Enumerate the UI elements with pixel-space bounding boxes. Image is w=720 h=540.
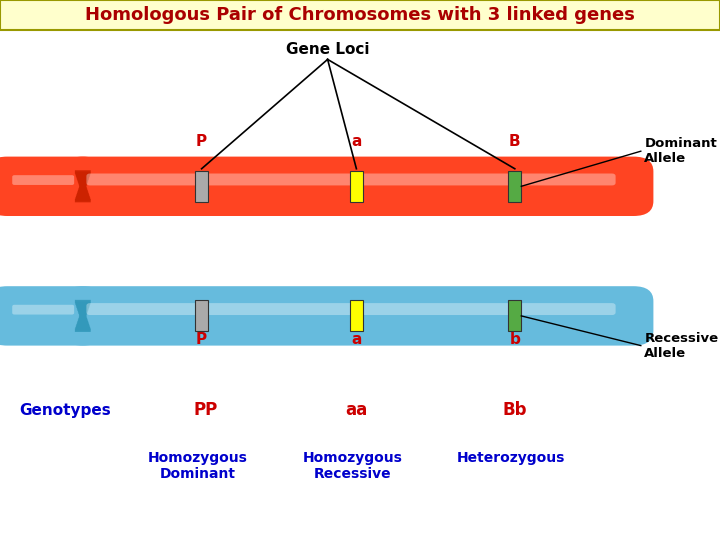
FancyBboxPatch shape (78, 318, 87, 321)
FancyBboxPatch shape (78, 181, 87, 184)
FancyBboxPatch shape (76, 175, 89, 178)
FancyBboxPatch shape (77, 191, 89, 195)
FancyBboxPatch shape (76, 173, 90, 177)
FancyBboxPatch shape (12, 305, 74, 314)
FancyBboxPatch shape (86, 173, 616, 185)
Text: Homozygous
Recessive: Homozygous Recessive (303, 451, 402, 481)
FancyBboxPatch shape (76, 194, 89, 198)
FancyBboxPatch shape (76, 303, 90, 306)
FancyBboxPatch shape (12, 175, 74, 185)
FancyBboxPatch shape (76, 324, 89, 327)
FancyBboxPatch shape (86, 303, 616, 315)
FancyBboxPatch shape (350, 300, 363, 332)
FancyBboxPatch shape (78, 310, 87, 314)
FancyBboxPatch shape (508, 171, 521, 202)
FancyBboxPatch shape (79, 187, 86, 190)
FancyBboxPatch shape (79, 184, 86, 187)
FancyBboxPatch shape (78, 319, 88, 323)
FancyBboxPatch shape (76, 197, 90, 201)
Text: a: a (351, 133, 361, 148)
Text: Bb: Bb (503, 401, 527, 420)
FancyBboxPatch shape (78, 188, 87, 192)
FancyBboxPatch shape (77, 178, 89, 181)
FancyBboxPatch shape (0, 157, 103, 216)
FancyBboxPatch shape (195, 300, 208, 332)
Text: Gene Loci: Gene Loci (286, 42, 369, 57)
FancyBboxPatch shape (79, 312, 86, 315)
FancyBboxPatch shape (76, 301, 90, 305)
FancyBboxPatch shape (79, 313, 86, 317)
FancyBboxPatch shape (0, 286, 103, 346)
Text: Homozygous
Dominant: Homozygous Dominant (148, 451, 248, 481)
FancyBboxPatch shape (76, 305, 89, 308)
FancyBboxPatch shape (79, 315, 86, 319)
FancyBboxPatch shape (76, 196, 90, 199)
FancyBboxPatch shape (76, 327, 90, 330)
FancyBboxPatch shape (63, 157, 654, 216)
Text: PP: PP (193, 401, 217, 420)
Text: Genotypes: Genotypes (19, 403, 111, 418)
FancyBboxPatch shape (77, 193, 89, 197)
FancyBboxPatch shape (79, 316, 86, 320)
FancyBboxPatch shape (77, 176, 89, 180)
FancyBboxPatch shape (75, 199, 91, 202)
FancyBboxPatch shape (77, 322, 89, 326)
FancyBboxPatch shape (76, 172, 90, 176)
FancyBboxPatch shape (77, 321, 89, 325)
Text: Recessive
Allele: Recessive Allele (644, 332, 719, 360)
FancyBboxPatch shape (75, 300, 91, 303)
FancyBboxPatch shape (508, 300, 521, 332)
FancyBboxPatch shape (78, 179, 88, 183)
Text: a: a (351, 332, 361, 347)
FancyBboxPatch shape (79, 185, 86, 189)
Text: P: P (196, 133, 207, 148)
FancyBboxPatch shape (350, 171, 363, 202)
FancyBboxPatch shape (75, 170, 91, 174)
Text: Homologous Pair of Chromosomes with 3 linked genes: Homologous Pair of Chromosomes with 3 li… (85, 6, 635, 24)
Text: Heterozygous: Heterozygous (457, 451, 565, 465)
Text: B: B (509, 133, 521, 148)
FancyBboxPatch shape (77, 306, 89, 309)
FancyBboxPatch shape (76, 326, 90, 329)
FancyBboxPatch shape (78, 190, 88, 193)
Text: aa: aa (346, 401, 367, 420)
FancyBboxPatch shape (75, 328, 91, 332)
Text: P: P (196, 332, 207, 347)
FancyBboxPatch shape (79, 183, 86, 186)
FancyBboxPatch shape (195, 171, 208, 202)
FancyBboxPatch shape (77, 307, 89, 311)
FancyBboxPatch shape (0, 0, 720, 30)
FancyBboxPatch shape (63, 286, 654, 346)
FancyBboxPatch shape (78, 309, 88, 313)
Text: b: b (509, 332, 521, 347)
Text: Dominant
Allele: Dominant Allele (644, 137, 717, 165)
